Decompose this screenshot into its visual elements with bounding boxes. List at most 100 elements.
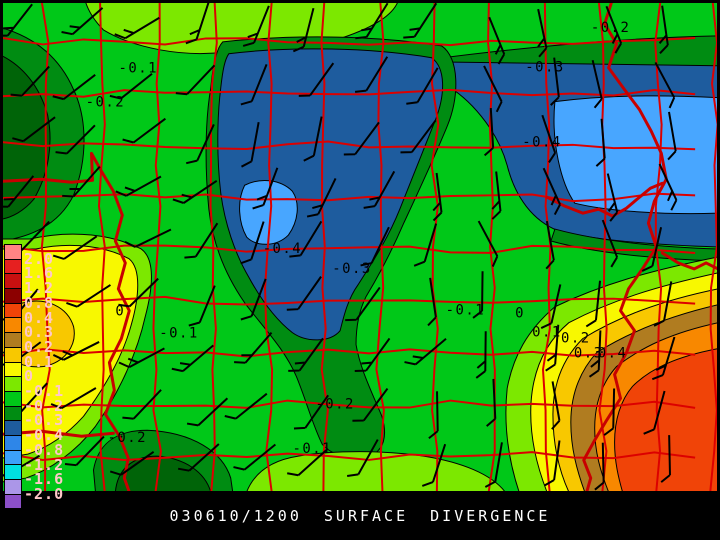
wind-barb [52, 74, 96, 101]
wind-barb [122, 117, 166, 144]
colorbar-label: 1.6 [24, 264, 55, 283]
county-line-h [2, 451, 696, 462]
wind-barb [64, 435, 105, 467]
wind-barb [52, 341, 100, 361]
contour-label: -0.1 [293, 441, 332, 457]
wind-barb [427, 277, 437, 327]
wind-barb [542, 167, 561, 216]
contour-label: -0.1 [119, 61, 158, 77]
colorbar-swatch [5, 289, 21, 304]
wind-barb [594, 442, 605, 491]
wind-barb [172, 180, 218, 204]
contour-label: -0.2 [591, 20, 630, 36]
wind-barb [585, 280, 602, 328]
colorbar-label: -0.3 [24, 411, 65, 430]
colorbar-swatch [5, 435, 21, 451]
wind-barb [483, 65, 503, 113]
colorbar-label: -0.1 [24, 382, 65, 400]
wind-barb [287, 447, 329, 477]
state-border-line [660, 251, 718, 271]
wind-barb [186, 397, 229, 427]
wind-barb [653, 281, 673, 327]
contour-label: -0.2 [315, 396, 354, 412]
wind-barb [428, 391, 439, 440]
wind-barb [477, 220, 499, 267]
colorbar-swatch [5, 406, 21, 422]
wind-barb [360, 226, 390, 267]
wind-barb [363, 170, 396, 209]
wind-barb [400, 119, 437, 154]
wind-barb [242, 5, 270, 47]
wind-barb [292, 7, 315, 53]
contour-labels: -0.1 -0.2 -0.2 -0.3 -0.4 -0.4 -0.3 0 -0.1 -0.1 0 0.… [86, 20, 630, 457]
wind-barb [551, 381, 561, 430]
county-boundaries [2, 2, 718, 492]
wind-barb [491, 171, 502, 220]
colorbar-label: -1.2 [24, 455, 65, 474]
wind-barb [343, 121, 380, 156]
county-line-h [2, 36, 696, 47]
colorbar-label: 2.0 [24, 249, 55, 268]
wind-barb [605, 5, 623, 54]
wind-barb [171, 344, 214, 373]
colorbar-swatch [5, 259, 21, 275]
wind-barb [346, 439, 379, 478]
wind-barb [603, 388, 616, 436]
wind-barb [177, 443, 220, 472]
contour-label: -0.4 [522, 134, 561, 150]
wind-barb [550, 57, 560, 106]
wind-barb [66, 284, 111, 308]
wind-barb [537, 8, 548, 58]
wind-barb [298, 62, 335, 97]
wind-barb [118, 347, 165, 369]
colorbar-swatch [5, 303, 21, 319]
wind-barb [352, 387, 389, 422]
wind-barb [293, 394, 329, 430]
wind-barb [404, 337, 447, 366]
wind-barb [541, 114, 557, 163]
wind-barb [421, 443, 447, 487]
contour-label: 0.2 [561, 331, 591, 347]
map-canvas: -0.1-0.2-0.2-0.3-0.4-0.4-0.30-0.1-0.1 00.… [2, 2, 718, 492]
colorbar-swatch [5, 391, 21, 407]
wind-barb [472, 271, 484, 319]
colorbar-label: -0.8 [24, 440, 65, 459]
divergence-map: -0.1 -0.2 -0.2 -0.3 -0.4 -0.4 -0.3 0 -0.1 -0.1 0 0.… [2, 2, 718, 492]
wind-barb [252, 167, 279, 210]
county-line-v [264, 2, 274, 492]
wind-barb [432, 172, 443, 222]
county-line-v [320, 2, 329, 492]
wind-barb [406, 67, 439, 105]
wind-barb [413, 223, 438, 267]
colorbar-swatch [5, 347, 21, 363]
contour-label: 0.3 [574, 346, 604, 362]
contour-label: -0.3 [332, 261, 371, 277]
state-border-line [582, 2, 668, 492]
wind-barb [10, 65, 50, 97]
wind-barb [184, 222, 219, 259]
wind-barb [660, 435, 671, 483]
map-title: 030610/1200 SURFACE DIVERGENCE [169, 507, 551, 525]
contour-label: 0 [115, 304, 125, 320]
colorbar-label: 0.3 [24, 323, 55, 342]
colorbar-label: 1.2 [24, 279, 55, 298]
wind-barb [658, 163, 678, 211]
wind-barb [658, 5, 669, 54]
wind-barb [488, 16, 506, 65]
county-line-h [2, 399, 696, 409]
contour-region-darkblue-center [217, 48, 444, 341]
wind-barb [601, 219, 619, 268]
wind-barbs [2, 2, 678, 491]
county-line-v [97, 2, 106, 492]
colorbar-label: -2.0 [24, 484, 65, 503]
county-line-h [2, 88, 696, 98]
wind-barb [185, 124, 215, 165]
contour-label: -0.1 [159, 326, 198, 342]
contour-label: -0.2 [86, 95, 125, 111]
wind-barb [50, 387, 97, 410]
wind-barb [651, 336, 676, 381]
colorbar-label: 0.2 [24, 337, 55, 356]
wind-barb [354, 56, 389, 93]
title-bar: 030610/1200 SURFACE DIVERGENCE [0, 492, 720, 540]
wind-barb [175, 64, 216, 96]
